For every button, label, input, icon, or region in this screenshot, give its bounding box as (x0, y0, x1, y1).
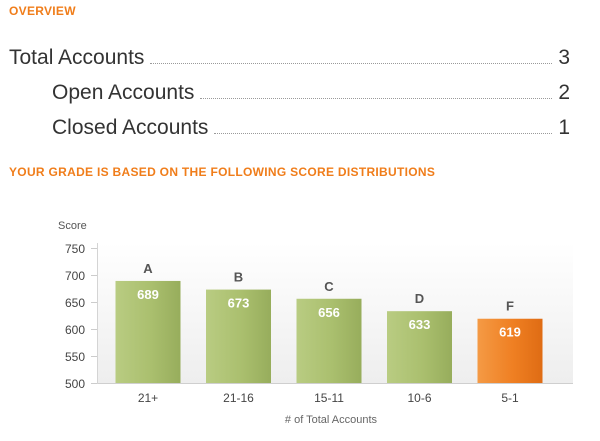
total-accounts-label: Total Accounts (9, 46, 145, 69)
y-tick-label: 750 (65, 242, 85, 256)
grade-label: F (506, 299, 514, 314)
overview-heading: OVERVIEW (9, 4, 76, 18)
dotted-leader (214, 133, 553, 134)
bar-21+ (115, 280, 181, 383)
grade-label: B (234, 270, 243, 285)
x-axis-label: # of Total Accounts (285, 414, 378, 426)
bar-value-label: 619 (499, 325, 521, 340)
bar-10-6 (387, 311, 452, 383)
y-axis-label: Score (58, 220, 87, 232)
total-accounts-value: 3 (558, 46, 570, 69)
x-tick-label: 15-11 (314, 391, 344, 405)
closed-accounts-row: Closed Accounts 1 (52, 113, 570, 139)
y-tick-label: 500 (65, 377, 85, 391)
grade-label: A (143, 261, 153, 276)
x-tick-label: 10-6 (407, 391, 431, 405)
open-accounts-label: Open Accounts (52, 81, 195, 104)
open-accounts-row: Open Accounts 2 (52, 78, 570, 104)
bar-value-label: 689 (137, 287, 159, 302)
bar-value-label: 656 (318, 305, 340, 320)
grade-label: D (415, 291, 424, 306)
dotted-leader (200, 98, 553, 99)
bar-value-label: 673 (228, 296, 250, 311)
score-distribution-heading: YOUR GRADE IS BASED ON THE FOLLOWING SCO… (9, 165, 436, 179)
y-tick-label: 700 (65, 269, 85, 283)
y-tick-label: 650 (65, 296, 85, 310)
dotted-leader (150, 63, 553, 64)
x-tick-label: 5-1 (501, 391, 519, 405)
closed-accounts-label: Closed Accounts (52, 116, 209, 139)
bar-value-label: 633 (409, 317, 431, 332)
y-tick-label: 600 (65, 323, 85, 337)
bar-15-11 (296, 298, 362, 383)
bar-5-1 (477, 318, 543, 383)
y-tick-label: 550 (65, 350, 85, 364)
closed-accounts-value: 1 (558, 116, 570, 139)
total-accounts-row: Total Accounts 3 (9, 43, 570, 69)
x-tick-label: 21-16 (223, 391, 254, 405)
score-distribution-chart: Score 500 550 600 650 700 750 689 A 673 B 656 C 633… (58, 220, 573, 426)
x-tick-label: 21+ (138, 391, 158, 405)
open-accounts-value: 2 (558, 81, 570, 104)
bar-21-16 (206, 289, 271, 383)
grade-label: C (324, 279, 334, 294)
